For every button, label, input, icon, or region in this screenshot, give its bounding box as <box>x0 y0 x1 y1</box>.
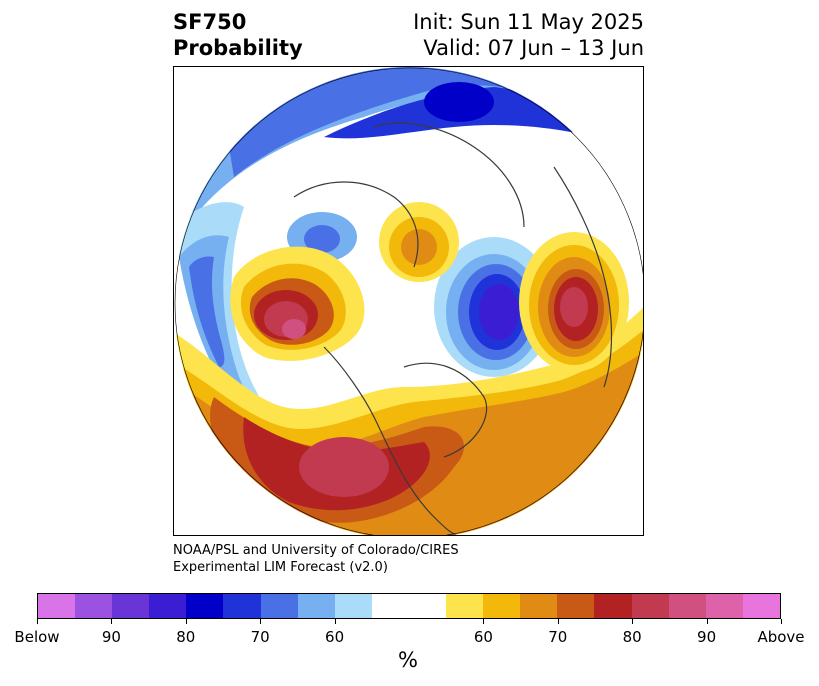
colorbar-segment <box>705 594 743 618</box>
colorbar-tick-label: 90 <box>101 628 121 646</box>
colorbar-segment <box>742 594 780 618</box>
colorbar-segment <box>520 594 558 618</box>
colorbar-segment <box>668 594 706 618</box>
map-title: SF750 Probability <box>173 9 303 61</box>
colorbar-segment <box>557 594 595 618</box>
colorbar-segment <box>631 594 669 618</box>
colorbar-segment <box>223 594 261 618</box>
colorbar-tick-label: Below <box>14 628 60 646</box>
credit-line-2: Experimental LIM Forecast (v2.0) <box>173 560 388 575</box>
siberia-cold-core <box>479 284 519 340</box>
colorbar-segment <box>297 594 335 618</box>
credit-line-1: NOAA/PSL and University of Colorado/CIRE… <box>173 543 459 558</box>
colorbar-segment <box>112 594 150 618</box>
colorbar-segment <box>149 594 187 618</box>
colorbar-segment <box>371 594 409 618</box>
title-subtitle: Probability <box>173 36 303 60</box>
colorbar-tick-label: 60 <box>473 628 493 646</box>
colorbar-tick-label: Above <box>757 628 805 646</box>
colorbar-tick-mark <box>781 619 782 624</box>
forecast-dates: Init: Sun 11 May 2025 Valid: 07 Jun – 13… <box>413 9 644 61</box>
probability-field <box>174 67 643 535</box>
colorbar-segment <box>408 594 447 618</box>
polar-map <box>173 66 644 536</box>
valid-date: Valid: 07 Jun – 13 Jun <box>423 36 644 60</box>
colorbar-tick-label: 70 <box>250 628 270 646</box>
colorbar <box>37 593 781 619</box>
north-america-warm-core <box>299 437 389 497</box>
colorbar-tick-mark <box>260 619 262 624</box>
colorbar-segment <box>483 594 521 618</box>
colorbar-tick-mark <box>483 619 485 624</box>
init-date: Init: Sun 11 May 2025 <box>413 10 644 34</box>
colorbar-segment <box>75 594 113 618</box>
colorbar-tick-label: 80 <box>622 628 642 646</box>
colorbar-tick-mark <box>557 619 559 624</box>
colorbar-tick-label: 90 <box>697 628 717 646</box>
colorbar-tick-mark <box>37 619 38 624</box>
colorbar-segment <box>594 594 632 618</box>
colorbar-tick-mark <box>632 619 634 624</box>
colorbar-tick-mark <box>334 619 336 624</box>
colorbar-segment <box>186 594 224 618</box>
africa-cold-core <box>424 82 494 122</box>
title-variable: SF750 <box>173 10 247 34</box>
coastlines <box>174 67 643 535</box>
colorbar-tick-label: 80 <box>176 628 196 646</box>
credit-text: NOAA/PSL and University of Colorado/CIRE… <box>173 542 459 576</box>
colorbar-tick-mark <box>706 619 708 624</box>
colorbar-unit: % <box>398 648 418 672</box>
probability-map-svg <box>174 67 643 535</box>
colorbar-tick-label: 70 <box>548 628 568 646</box>
colorbar-segment <box>334 594 372 618</box>
colorbar-segment <box>446 594 484 618</box>
colorbar-tick-label: 60 <box>325 628 345 646</box>
colorbar-segment <box>38 594 76 618</box>
colorbar-tick-mark <box>111 619 113 624</box>
europe-warm-core <box>560 287 588 327</box>
colorbar-tick-mark <box>185 619 187 624</box>
colorbar-segment <box>260 594 298 618</box>
